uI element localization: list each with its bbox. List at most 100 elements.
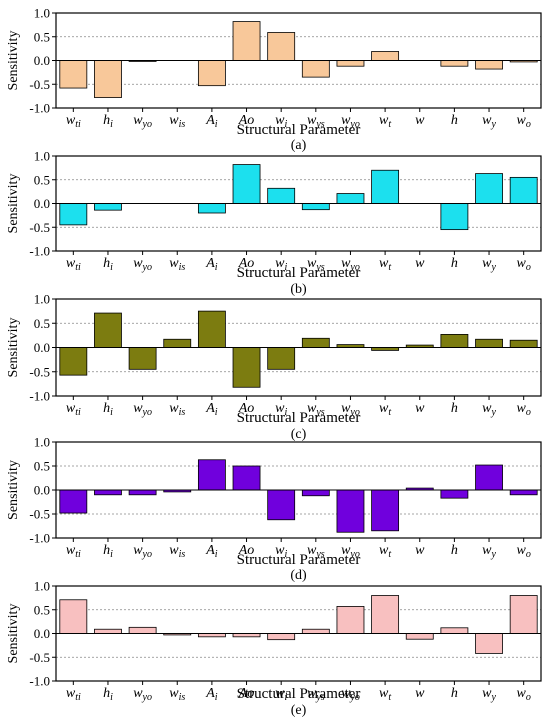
bar bbox=[128, 347, 157, 370]
y-tick-label: 0.0 bbox=[34, 340, 50, 355]
x-tick-label: wi bbox=[275, 401, 287, 418]
y-tick-label: -1.0 bbox=[29, 389, 50, 404]
chart-panel-3: 1.0 0.5 0.0 -0.5 -1.0 Sensitivity wti hi wyo wis A… bbox=[6, 292, 542, 442]
bar bbox=[94, 628, 122, 634]
y-tick-label: 0.5 bbox=[34, 602, 50, 617]
y-tick-label: -1.0 bbox=[29, 674, 50, 689]
bar bbox=[267, 633, 296, 641]
bar bbox=[336, 60, 365, 67]
x-tick-label: wyo bbox=[341, 543, 360, 560]
x-tick-label: Ao bbox=[238, 256, 255, 271]
panel-label: (d) bbox=[290, 568, 307, 583]
bar bbox=[301, 489, 330, 497]
bar bbox=[405, 633, 434, 640]
x-tick-label: wt bbox=[379, 543, 391, 560]
y-tick-label: 0.5 bbox=[34, 459, 50, 474]
bar bbox=[128, 626, 157, 634]
bar bbox=[197, 459, 226, 491]
x-tick-label: hi bbox=[103, 113, 113, 130]
x-tick-label: Ai bbox=[205, 686, 218, 703]
bar bbox=[301, 337, 330, 348]
x-tick-label: h bbox=[451, 256, 458, 271]
panel-label: (e) bbox=[291, 703, 307, 718]
x-tick-label: wys bbox=[307, 113, 325, 130]
x-tick-label: wyo bbox=[341, 401, 360, 418]
x-tick-label: wis bbox=[169, 113, 185, 130]
x-tick-label: Ai bbox=[205, 401, 218, 418]
x-tick-label: h bbox=[451, 543, 458, 558]
chart-panel-1: 1.0 0.5 0.0 -0.5 -1.0 Sensitivity wti hi wyo wis A… bbox=[6, 6, 542, 153]
bar bbox=[301, 203, 330, 211]
x-tick-label: w bbox=[415, 686, 425, 701]
y-axis-label: Sensitivity bbox=[6, 174, 21, 234]
bar bbox=[371, 51, 400, 61]
y-tick-label: -1.0 bbox=[29, 531, 50, 546]
bar bbox=[197, 310, 226, 348]
x-tick-label: wti bbox=[66, 401, 81, 418]
y-tick-label: -0.5 bbox=[29, 650, 50, 665]
x-tick-label: wt bbox=[379, 401, 391, 418]
x-tick-label: wyo bbox=[133, 113, 152, 130]
x-tick-label: wyo bbox=[133, 686, 152, 703]
bar bbox=[475, 338, 503, 348]
bar bbox=[509, 339, 538, 348]
x-tick-label: wis bbox=[169, 256, 185, 273]
y-tick-label: -0.5 bbox=[29, 220, 50, 235]
bar bbox=[59, 203, 88, 226]
x-tick-label: wy bbox=[482, 543, 496, 560]
y-tick-label: 1.0 bbox=[34, 579, 50, 594]
chart-panel-2: 1.0 0.5 0.0 -0.5 -1.0 Sensitivity wti hi wyo wis A… bbox=[6, 149, 542, 297]
x-tick-label: w bbox=[415, 256, 425, 271]
bar bbox=[475, 173, 503, 204]
bar bbox=[59, 60, 88, 89]
panel-label: (b) bbox=[290, 282, 307, 297]
bar bbox=[232, 465, 261, 491]
x-tick-label: wis bbox=[169, 686, 185, 703]
x-axis-label: Structural Parameter bbox=[237, 552, 361, 568]
x-tick-label: wyo bbox=[341, 686, 360, 703]
x-tick-label: hi bbox=[103, 543, 113, 560]
x-tick-label: wys bbox=[307, 256, 325, 273]
bar bbox=[509, 489, 538, 496]
y-tick-label: 0.5 bbox=[34, 316, 50, 331]
bar bbox=[371, 489, 400, 532]
x-tick-label: wo bbox=[517, 401, 531, 418]
x-tick-label: Ao bbox=[238, 686, 255, 701]
x-tick-label: wti bbox=[66, 113, 81, 130]
y-tick-label: 0.5 bbox=[34, 172, 50, 187]
bar bbox=[440, 334, 469, 348]
bar bbox=[94, 312, 122, 348]
x-tick-label: wti bbox=[66, 543, 81, 560]
bar bbox=[232, 164, 261, 204]
x-tick-label: wt bbox=[379, 113, 391, 130]
x-tick-label: w bbox=[415, 113, 425, 128]
y-axis-label: Sensitivity bbox=[6, 31, 21, 91]
bar bbox=[440, 60, 469, 67]
bar bbox=[59, 599, 88, 634]
bar bbox=[128, 489, 157, 496]
y-tick-label: -1.0 bbox=[29, 244, 50, 259]
bar bbox=[267, 347, 296, 370]
y-tick-label: -1.0 bbox=[29, 101, 50, 116]
y-tick-label: 1.0 bbox=[34, 149, 50, 164]
y-tick-label: 0.0 bbox=[34, 483, 50, 498]
x-tick-label: Ai bbox=[205, 256, 218, 273]
x-tick-label: wt bbox=[379, 256, 391, 273]
x-tick-label: wi bbox=[275, 543, 287, 560]
y-axis-label: Sensitivity bbox=[6, 604, 21, 664]
bar bbox=[371, 169, 400, 204]
bar bbox=[163, 338, 192, 348]
x-tick-label: Ai bbox=[205, 113, 218, 130]
x-tick-label: wo bbox=[517, 686, 531, 703]
bar bbox=[475, 60, 503, 70]
x-tick-label: wti bbox=[66, 256, 81, 273]
x-tick-label: wi bbox=[275, 113, 287, 130]
bar bbox=[475, 464, 503, 491]
x-tick-label: w bbox=[415, 401, 425, 416]
bar bbox=[509, 595, 538, 634]
bar bbox=[336, 193, 365, 204]
x-tick-label: hi bbox=[103, 256, 113, 273]
bar bbox=[197, 60, 226, 87]
x-tick-label: Ao bbox=[238, 543, 255, 558]
bar bbox=[336, 489, 365, 533]
